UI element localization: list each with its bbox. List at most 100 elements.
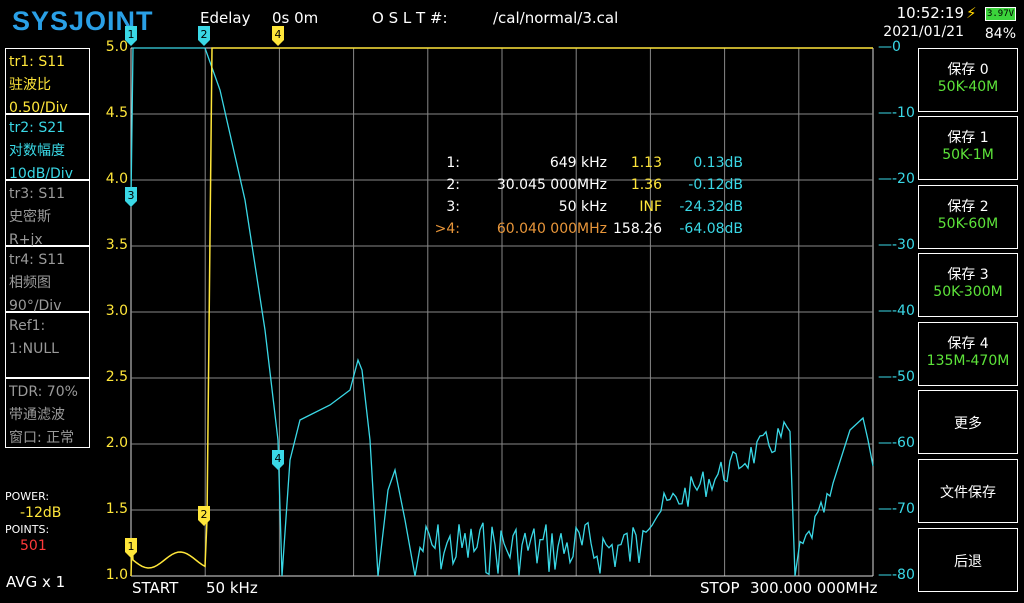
marker-flag-label: 3 <box>128 189 135 202</box>
left-axis-label: 3.5 <box>105 237 128 253</box>
left-axis-label: 4.0 <box>105 171 128 187</box>
marker-index: 3: <box>446 199 460 215</box>
marker-frequency: 30.045 000MHz <box>496 177 607 193</box>
softkey-button[interactable]: 更多 <box>918 390 1018 454</box>
softkey-button[interactable]: 保存 2 50K-60M <box>918 185 1018 249</box>
left-axis-label: 2.5 <box>105 369 128 385</box>
ref-panel[interactable]: Ref1: 1:NULL <box>5 312 90 378</box>
right-axis-label: —-50 <box>878 369 915 385</box>
softkey-title: 文件保存 <box>940 485 996 501</box>
softkey-button[interactable]: 保存 3 50K-300M <box>918 253 1018 317</box>
ref-value: 1:NULL <box>9 341 59 357</box>
trace-format: 相频图 <box>9 275 51 291</box>
trace-format: 史密斯 <box>9 209 51 225</box>
tdr-panel[interactable]: TDR: 70% 带通滤波 窗口: 正常 <box>5 378 90 448</box>
trace-scale: 0.50/Div <box>9 100 68 116</box>
softkey-title: 保存 1 <box>947 130 989 146</box>
right-axis-label: —-10 <box>878 105 915 121</box>
trace-id: tr1: S11 <box>9 54 66 70</box>
clock-date: 2021/01/21 <box>883 24 964 40</box>
softkey-title: 保存 3 <box>947 267 989 283</box>
trace-id: tr4: S11 <box>9 252 66 268</box>
marker-flag-label: 2 <box>201 508 208 521</box>
softkey-title: 保存 4 <box>947 336 989 352</box>
softkey-subtitle: 50K-1M <box>942 147 994 163</box>
stop-frequency[interactable]: 300.000 000MHz <box>750 579 878 597</box>
left-axis-label: 3.0 <box>105 303 128 319</box>
right-axis-label: —-70 <box>878 501 915 517</box>
stop-label: STOP <box>700 579 740 597</box>
marker-flag[interactable]: 4 <box>272 450 284 470</box>
right-axis-label: —-40 <box>878 303 915 319</box>
points-value[interactable]: 501 <box>20 538 47 554</box>
edelay-value[interactable]: 0s 0m <box>272 9 319 27</box>
left-axis-label: 1.0 <box>105 567 128 583</box>
trace-scale: R+jx <box>9 232 43 248</box>
plot-grid <box>130 47 874 577</box>
softkey-title: 后退 <box>954 554 982 570</box>
softkey-title: 更多 <box>954 416 982 432</box>
marker-flag-label: 1 <box>128 540 135 553</box>
right-axis-label: —-20 <box>878 171 915 187</box>
trace-format: 驻波比 <box>9 77 51 93</box>
tdr-value: TDR: 70% <box>9 384 78 400</box>
softkey-subtitle: 50K-40M <box>937 79 999 95</box>
cal-file[interactable]: /cal/normal/3.cal <box>493 9 619 27</box>
edelay-label: Edelay <box>200 9 251 27</box>
marker-flag[interactable]: 1 <box>125 26 137 46</box>
marker-frequency: 649 kHz <box>549 155 607 171</box>
swr-trace <box>130 47 873 577</box>
marker-db: -0.12dB <box>688 177 743 193</box>
s21-trace <box>130 47 874 577</box>
battery-icon: 3.97V <box>985 7 1016 21</box>
marker-index: 2: <box>446 177 460 193</box>
trace-scale: 90°/Div <box>9 298 62 314</box>
right-axis-label: —-60 <box>878 435 915 451</box>
marker-flag[interactable]: 3 <box>125 187 137 207</box>
left-axis-label: 4.5 <box>105 105 128 121</box>
marker-index: >4: <box>434 221 460 237</box>
power-value[interactable]: -12dB <box>20 505 62 521</box>
start-frequency[interactable]: 50 kHz <box>206 579 258 597</box>
marker-flag-label: 4 <box>275 452 282 465</box>
trace-id: tr3: S11 <box>9 186 66 202</box>
ref-label: Ref1: <box>9 318 46 334</box>
marker-flag[interactable]: 2 <box>198 506 210 526</box>
softkey-subtitle: 50K-60M <box>937 216 999 232</box>
trace-1-panel[interactable]: tr1: S11 驻波比 0.50/Div <box>5 48 90 116</box>
softkey-button[interactable]: 文件保存 <box>918 459 1018 523</box>
avg-setting[interactable]: AVG x 1 <box>6 573 66 591</box>
marker-swr: INF <box>639 199 662 215</box>
battery-percent: 84% <box>984 26 1016 42</box>
oslt-label: O S L T #: <box>372 9 448 27</box>
marker-db: -24.32dB <box>679 199 743 215</box>
marker-flags: 1 2 3 4 1 2 4 <box>125 26 284 558</box>
marker-swr: 1.13 <box>630 155 662 171</box>
trace-2-panel[interactable]: tr2: S21 对数幅度 10dB/Div <box>5 114 90 182</box>
softkey-title: 保存 0 <box>947 62 989 78</box>
right-axis-label: —-80 <box>878 567 915 583</box>
marker-flag[interactable]: 4 <box>272 26 284 46</box>
trace-4-panel[interactable]: tr4: S11 相频图 90°/Div <box>5 246 90 314</box>
trace-3-panel[interactable]: tr3: S11 史密斯 R+jx <box>5 180 90 248</box>
marker-db: 0.13dB <box>693 155 743 171</box>
softkey-button[interactable]: 保存 0 50K-40M <box>918 48 1018 112</box>
right-axis-label: —0 <box>878 39 901 55</box>
marker-flag[interactable]: 2 <box>198 26 210 46</box>
softkey-button[interactable]: 保存 1 50K-1M <box>918 116 1018 180</box>
marker-swr: 1.36 <box>630 177 662 193</box>
trace-id: tr2: S21 <box>9 120 66 136</box>
marker-index: 1: <box>446 155 460 171</box>
marker-flag[interactable]: 1 <box>125 538 137 558</box>
start-label: START <box>132 579 179 597</box>
clock-time: 10:52:19 <box>896 4 964 22</box>
marker-frequency: 50 kHz <box>558 199 607 215</box>
right-axis-label: —-30 <box>878 237 915 253</box>
trace-format: 对数幅度 <box>9 143 65 159</box>
softkey-button[interactable]: 后退 <box>918 528 1018 592</box>
tdr-window: 窗口: 正常 <box>9 430 75 446</box>
softkey-title: 保存 2 <box>947 199 989 215</box>
softkey-button[interactable]: 保存 4 135M-470M <box>918 322 1018 386</box>
marker-flag-label: 2 <box>201 28 208 41</box>
